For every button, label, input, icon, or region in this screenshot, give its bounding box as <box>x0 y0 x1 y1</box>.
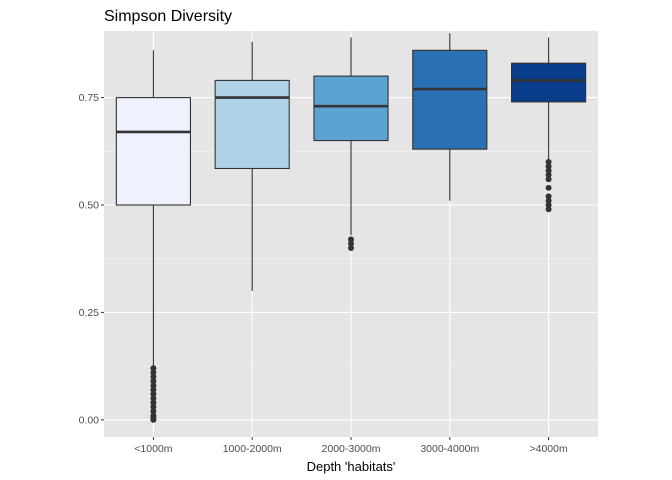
x-tick-label: 2000-3000m <box>322 443 381 455</box>
y-tick-label: 0.00 <box>79 414 100 426</box>
outlier-point <box>545 163 552 170</box>
outlier-point <box>545 171 552 178</box>
outlier-point <box>545 184 552 191</box>
outlier-point <box>545 206 552 213</box>
outlier-point <box>545 176 552 183</box>
outlier-point <box>150 391 157 398</box>
x-axis: <1000m 1000-2000m 2000-3000m 3000-4000m >400… <box>134 437 568 455</box>
x-tick-label: 3000-4000m <box>420 443 479 455</box>
box-iqr <box>510 62 587 103</box>
outlier-point <box>348 244 354 251</box>
outlier-point <box>150 395 157 402</box>
box-iqr <box>214 79 290 170</box>
outlier-point <box>150 408 157 415</box>
outlier-point <box>150 378 157 385</box>
outlier-point <box>150 369 157 376</box>
outlier-point <box>150 399 157 406</box>
outlier-point <box>150 373 157 380</box>
outlier-point <box>545 167 552 174</box>
outlier-point <box>150 382 157 389</box>
outlier-point <box>545 193 552 200</box>
x-axis-title: Depth 'habitats' <box>307 459 396 474</box>
y-tick-label: 0.50 <box>79 200 100 212</box>
box-iqr <box>313 75 389 142</box>
outlier-point <box>545 197 552 204</box>
outlier-point <box>150 403 157 410</box>
box-iqr <box>412 49 488 150</box>
box-4 <box>412 33 488 201</box>
outlier-point <box>545 159 552 166</box>
boxes-layer <box>115 33 587 423</box>
x-tick-label: <1000m <box>134 443 172 455</box>
chart-title: Simpson Diversity <box>104 8 232 25</box>
outlier-point <box>348 240 354 247</box>
box-3 <box>313 37 389 251</box>
outlier-point <box>545 202 552 208</box>
box-2 <box>214 41 290 291</box>
outlier-point <box>150 412 157 419</box>
y-tick-label: 0.75 <box>79 92 100 104</box>
outlier-point <box>150 365 157 372</box>
y-tick-label: 0.25 <box>79 307 100 319</box>
y-axis: 0.00 0.25 0.50 0.75 <box>79 92 104 426</box>
outlier-point <box>348 236 354 243</box>
x-tick-label: 1000-2000m <box>223 443 282 455</box>
box-5 <box>510 37 587 213</box>
box-iqr <box>115 97 191 206</box>
box-1 <box>115 50 191 423</box>
x-tick-label: >4000m <box>529 443 567 455</box>
outlier-point <box>150 386 157 393</box>
